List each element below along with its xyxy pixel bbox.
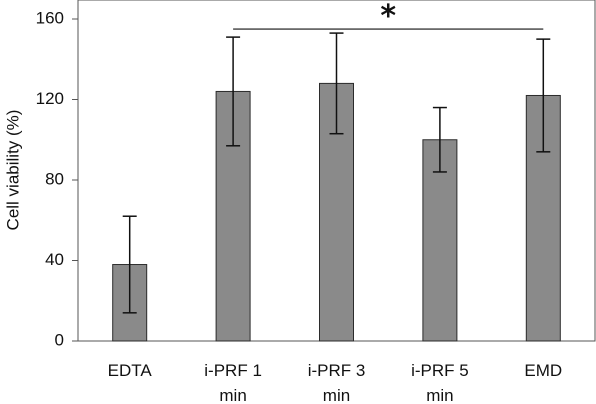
- error-bar: [226, 36, 241, 147]
- significance-bracket: *: [233, 0, 544, 34]
- y-axis-ticks: 0 40 80 120 160: [36, 8, 78, 349]
- error-bar: [536, 38, 551, 153]
- error-bars-group: [122, 32, 551, 314]
- category-label: i-PRF 3 min: [308, 361, 366, 404]
- y-tick-label: 40: [45, 250, 64, 269]
- category-label: EMD: [524, 361, 562, 380]
- category-label: i-PRF 1 min: [204, 361, 262, 404]
- error-bar: [329, 32, 344, 135]
- category-label: EDTA: [108, 361, 153, 380]
- error-bar: [432, 106, 447, 173]
- y-tick-label: 160: [36, 8, 64, 27]
- y-tick-label: 80: [45, 169, 64, 188]
- y-tick-label: 0: [55, 330, 64, 349]
- y-axis-title: Cell viability (%): [3, 110, 22, 231]
- category-label: i-PRF 5 min: [411, 361, 469, 404]
- y-tick-label: 120: [36, 89, 64, 108]
- error-bar: [122, 215, 137, 314]
- category-labels: EDTA i-PRF 1 min i-PRF 3 min i-PRF 5 min EMD: [108, 361, 563, 404]
- significance-star: *: [380, 0, 396, 34]
